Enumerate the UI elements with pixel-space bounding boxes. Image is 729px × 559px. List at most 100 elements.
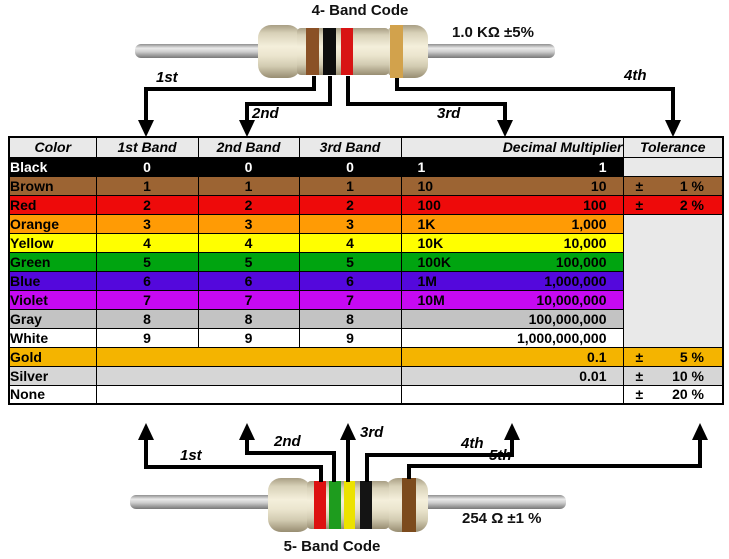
multiplier-cell: 100K 100,000	[400, 251, 624, 272]
band-value-cell: 6	[197, 270, 300, 291]
up-arrow-icon	[504, 423, 520, 440]
bottom-arrow-label-4th: 4th	[461, 435, 484, 452]
tolerance-cell	[622, 156, 724, 177]
bottom-resistor-left-bulge	[268, 478, 311, 532]
color-name-cell: White	[8, 327, 97, 348]
top-arrow-3rd	[346, 76, 513, 137]
table-row-blue: Blue 6 6 6 1M 1,000,000	[8, 270, 723, 291]
top-arrow-label-4th: 4th	[624, 67, 647, 84]
top-resistor-left-bulge	[258, 25, 301, 78]
bands-merged-cell	[95, 346, 402, 367]
tolerance-cell: ±10 %	[622, 365, 724, 386]
bottom-arrow-label-2nd: 2nd	[274, 433, 301, 450]
color-name-cell: Black	[8, 156, 97, 177]
tolerance-cell: ±2 %	[622, 194, 724, 215]
color-name-cell: Brown	[8, 175, 97, 196]
bottom-resistor-value: 254 Ω ±1 %	[462, 510, 542, 527]
color-name-cell: Silver	[8, 365, 97, 386]
band-value-cell: 1	[197, 175, 300, 196]
band-value-cell: 3	[298, 213, 402, 234]
multiplier-cell: 1,000,000,000	[400, 327, 624, 348]
band-value-cell: 0	[298, 156, 402, 177]
band-value-cell: 5	[298, 251, 402, 272]
down-arrow-icon	[138, 120, 154, 137]
band-value-cell: 1	[95, 175, 199, 196]
tolerance-merged-cell	[622, 213, 724, 348]
band-value-cell: 5	[95, 251, 199, 272]
bottom-arrow-3rd	[340, 423, 356, 482]
top-arrow-label-3rd: 3rd	[437, 105, 461, 122]
bottom-band-yellow	[344, 481, 355, 529]
band-value-cell: 9	[95, 327, 199, 348]
band-value-cell: 8	[298, 308, 402, 329]
bottom-arrow-label-5th: 5th	[489, 447, 512, 464]
down-arrow-icon	[497, 120, 513, 137]
color-name-cell: Violet	[8, 289, 97, 310]
column-header-2nd-band: 2nd Band	[197, 136, 300, 158]
top-band-gold	[390, 25, 403, 78]
bands-merged-cell	[95, 365, 402, 386]
table-row-yellow: Yellow 4 4 4 10K 10,000	[8, 232, 723, 253]
band-value-cell: 8	[197, 308, 300, 329]
band-value-cell: 7	[95, 289, 199, 310]
color-name-cell: Yellow	[8, 232, 97, 253]
top-arrow-label-1st: 1st	[156, 69, 178, 86]
table-row-violet: Violet 7 7 7 10M 10,000,000	[8, 289, 723, 310]
band-value-cell: 9	[298, 327, 402, 348]
color-name-cell: Blue	[8, 270, 97, 291]
table-row-white: White 9 9 9 1,000,000,000	[8, 327, 723, 348]
tolerance-cell: ±1 %	[622, 175, 724, 196]
color-code-table: Color 1st Band 2nd Band 3rd Band Decimal…	[8, 136, 724, 405]
bottom-band-black	[360, 481, 372, 529]
multiplier-cell: 0.01	[400, 365, 624, 386]
band-value-cell: 4	[298, 232, 402, 253]
multiplier-cell: 100 100	[400, 194, 624, 215]
column-header-multiplier: Decimal Multiplier	[400, 136, 624, 158]
band-value-cell: 2	[197, 194, 300, 215]
bottom-arrow-2nd	[239, 423, 336, 482]
band-value-cell: 4	[197, 232, 300, 253]
band-value-cell: 7	[298, 289, 402, 310]
table-row-red: Red 2 2 2 100 100 ±2 %	[8, 194, 724, 215]
multiplier-cell	[400, 384, 624, 405]
top-band-brown	[306, 28, 319, 75]
band-value-cell: 6	[298, 270, 402, 291]
color-name-cell: Orange	[8, 213, 97, 234]
color-name-cell: Gray	[8, 308, 97, 329]
band-value-cell: 4	[95, 232, 199, 253]
top-resistor-value: 1.0 KΩ ±5%	[452, 24, 534, 41]
table-row-green: Green 5 5 5 100K 100,000	[8, 251, 723, 272]
band-value-cell: 0	[197, 156, 300, 177]
top-band-black	[323, 28, 336, 75]
band-value-cell: 3	[197, 213, 300, 234]
band-value-cell: 5	[197, 251, 300, 272]
color-name-cell: Red	[8, 194, 97, 215]
tolerance-cell: ±20 %	[622, 384, 724, 405]
column-header-tolerance: Tolerance	[622, 136, 724, 158]
color-name-cell: Green	[8, 251, 97, 272]
band-value-cell: 9	[197, 327, 300, 348]
five-band-title: 5- Band Code	[283, 538, 381, 555]
multiplier-cell: 1K 1,000	[400, 213, 624, 234]
bottom-band-red	[314, 481, 326, 529]
band-value-cell: 7	[197, 289, 300, 310]
tolerance-cell: ±5 %	[622, 346, 724, 367]
header-row: Color 1st Band 2nd Band 3rd Band Decimal…	[8, 136, 724, 158]
top-arrow-label-2nd: 2nd	[252, 105, 279, 122]
bottom-band-green	[329, 481, 341, 529]
table-row-silver: Silver 0.01 ±10 %	[8, 365, 724, 386]
bands-merged-cell	[95, 384, 402, 405]
table-row-orange: Orange 3 3 3 1K 1,000	[8, 213, 724, 348]
multiplier-cell: 100,000,000	[400, 308, 624, 329]
column-header-3rd-band: 3rd Band	[298, 136, 402, 158]
color-name-cell: None	[8, 384, 97, 405]
bottom-band-brown	[402, 478, 416, 532]
band-value-cell: 0	[95, 156, 199, 177]
multiplier-cell: 10M 10,000,000	[400, 289, 624, 310]
band-value-cell: 1	[298, 175, 402, 196]
table-row-none: None ±20 %	[8, 384, 724, 405]
down-arrow-icon	[239, 120, 255, 137]
column-header-1st-band: 1st Band	[95, 136, 199, 158]
